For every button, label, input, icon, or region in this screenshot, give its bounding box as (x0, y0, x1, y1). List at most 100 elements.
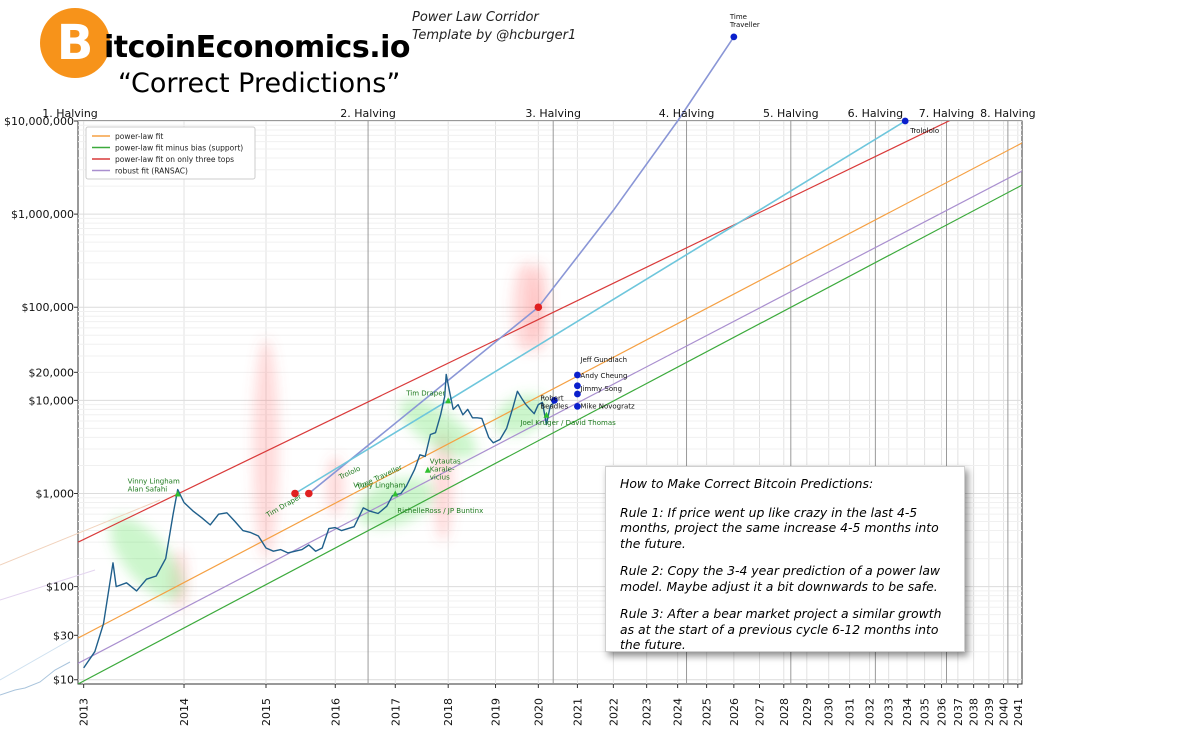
faint-line-left (0, 569, 96, 601)
x-tick-label: 2023 (641, 698, 654, 726)
faint-line-left (0, 639, 71, 681)
blue-prediction-point (550, 396, 558, 404)
legend-box (85, 126, 256, 180)
x-tick-label: 2038 (968, 698, 981, 726)
x-tick-label: 2017 (389, 698, 402, 726)
legend-label: robust fit (RANSAC) (115, 167, 188, 176)
blue-prediction-label: Mike Novogratz (580, 402, 635, 410)
chart-template-title: Power Law Corridor Template by @hcburger… (412, 9, 576, 45)
x-tick-label: 2035 (919, 698, 932, 726)
halo-green (399, 398, 477, 459)
blue-prediction-label: Trolololo (909, 127, 939, 135)
series-power-law-fit-minus-bias-support- (78, 184, 1022, 684)
green-prediction-marker (543, 411, 550, 418)
x-tick-label: 2022 (607, 698, 620, 726)
x-tick-label: 2029 (801, 698, 814, 726)
green-prediction-label: Joel Kruger / David Thomas (519, 419, 616, 427)
x-tick-label: 2039 (983, 698, 996, 726)
template-line-2: Template by @hcburger1 (412, 28, 577, 43)
brand-name: itcoinEconomics.io (104, 30, 411, 65)
rule-2: Rule 2: Copy the 3-4 year prediction of … (620, 563, 941, 594)
blue-prediction-label: Jimmy Song (579, 385, 622, 393)
template-line-1: Power Law Corridor (412, 10, 539, 25)
halving-label: 4. Halving (659, 107, 715, 120)
blue-prediction-label: Andy Cheung (580, 372, 627, 380)
x-tick-label: 2034 (901, 698, 914, 726)
y-tick-label: $10,000,000 (4, 115, 74, 128)
x-tick-label: 2018 (442, 698, 455, 726)
x-tick-label: 2040 (998, 698, 1011, 726)
x-tick-label: 2026 (728, 698, 741, 726)
x-tick-label: 2014 (178, 698, 191, 726)
blue-prediction-label: Robert Beadles (540, 394, 568, 410)
green-prediction-label: RichelleRoss / JP Buntinx (397, 507, 483, 515)
x-tick-label: 2015 (260, 698, 273, 726)
x-tick-label: 2033 (883, 698, 896, 726)
y-tick-label: $20,000 (29, 366, 75, 379)
x-tick-label: 2020 (532, 698, 545, 726)
chart-legend: power-law fit power-law fit minus bias (s… (85, 126, 256, 180)
y-tick-label: $1,000 (36, 487, 75, 500)
series-robust-fit-ransac- (78, 170, 1022, 664)
halo-red (433, 431, 454, 542)
halving-label: 2. Halving (340, 107, 396, 120)
x-tick-label: 2028 (778, 698, 791, 726)
page-subtitle: “Correct Predictions” (118, 68, 401, 99)
fit-lines (78, 121, 1022, 684)
halving-label: 8. Halving (980, 107, 1036, 120)
halving-label: 7. Halving (919, 107, 975, 120)
y-tick-label: $100 (46, 581, 74, 594)
blue-prediction-point (574, 371, 581, 379)
green-prediction-label: Tim Draper (405, 389, 445, 397)
halving-label: 1. Halving (42, 107, 98, 120)
green-prediction-marker (392, 490, 399, 497)
y-tick-label: $10,000 (29, 394, 75, 407)
x-tick-label: 2013 (78, 698, 91, 726)
series-power-law-fit-on-only-three-tops (78, 121, 951, 543)
y-tick-label: $100,000 (22, 301, 75, 314)
x-tick-label: 2016 (329, 698, 342, 726)
y-tick-label: $10 (53, 674, 74, 687)
faint-line-left (0, 499, 161, 566)
y-tick-label: $1,000,000 (11, 208, 74, 221)
btc-price-line (83, 373, 555, 669)
x-tick-label: 2024 (672, 698, 685, 726)
halo-green (110, 517, 183, 600)
rules-title: How to Make Correct Bitcoin Predictions: (620, 476, 874, 491)
halo-green (356, 477, 434, 528)
rules-box: How to Make Correct Bitcoin Predictions:… (605, 466, 965, 652)
projection-time-traveller-projection (308, 36, 735, 495)
blue-prediction-label: Time Traveller (729, 13, 760, 29)
red-prediction-point (291, 489, 299, 498)
green-prediction-label: Vinny Lingham (353, 481, 405, 489)
blue-prediction-point (574, 402, 581, 410)
halving-label: 5. Halving (763, 107, 819, 120)
x-tick-label: 2037 (952, 698, 965, 726)
x-tick-label: 2027 (754, 698, 767, 726)
y-tick-label: $30 (53, 629, 74, 642)
x-tick-label: 2019 (490, 698, 503, 726)
blue-prediction-point (574, 382, 581, 390)
green-prediction-label: Vytautas Karale-vicius (430, 458, 461, 482)
blue-prediction-point (901, 117, 909, 125)
blue-prediction-point (730, 33, 738, 41)
green-prediction-marker (174, 490, 181, 497)
x-tick-label: 2031 (844, 698, 857, 726)
x-tick-label: 2032 (864, 698, 877, 726)
bitcoin-logo-icon: B (40, 8, 110, 78)
blue-prediction-label: Jeff Gundlach (579, 356, 627, 364)
x-tick-label: 2041 (1012, 698, 1025, 726)
series-power-law-fit (78, 142, 1022, 639)
legend-label: power-law fit (115, 132, 163, 141)
rule-1: Rule 1: If price went up like crazy in t… (620, 504, 939, 551)
x-tick-label: 2025 (701, 698, 714, 726)
halving-label: 6. Halving (848, 107, 904, 120)
faint-price-left (0, 661, 71, 696)
x-tick-label: 2030 (823, 698, 836, 726)
legend-label: power-law fit on only three tops (115, 155, 234, 164)
x-tick-label: 2021 (571, 698, 584, 726)
halving-label: 3. Halving (525, 107, 581, 120)
red-prediction-point (305, 489, 313, 498)
legend-label: power-law fit minus bias (support) (115, 144, 243, 153)
